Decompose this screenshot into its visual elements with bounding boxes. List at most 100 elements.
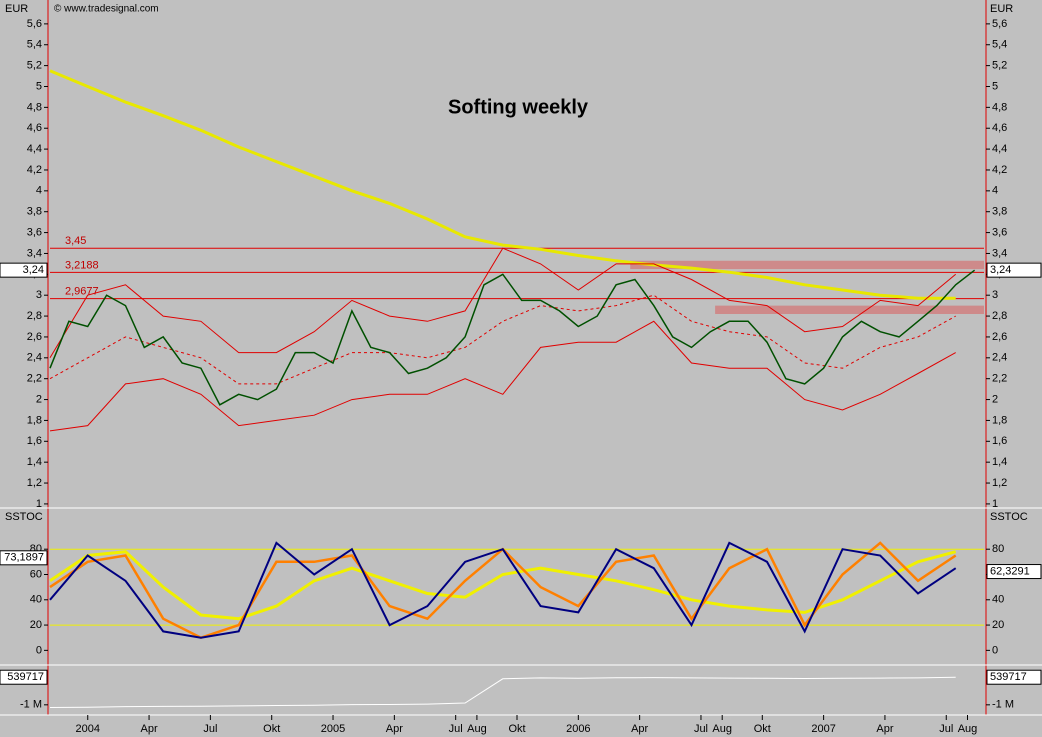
- y-tick-label: 5,2: [27, 60, 42, 72]
- y-tick-label: 2,6: [27, 331, 42, 343]
- x-tick-label: Jul: [939, 723, 953, 735]
- y-tick-label: 3,6: [27, 226, 42, 238]
- series-line: [49, 247, 957, 359]
- zone: [630, 260, 984, 270]
- y-tick-label: 2,2: [27, 373, 42, 385]
- value-marker-label: 62,3291: [990, 565, 1030, 577]
- y-tick-label: -1 M: [20, 699, 42, 711]
- x-tick-label: Jul: [449, 723, 463, 735]
- y-tick-label: 1: [992, 498, 998, 510]
- panel-title: SSTOC: [5, 511, 43, 523]
- y-tick-label: 3: [36, 289, 42, 301]
- chart-title: Softing weekly: [448, 96, 589, 118]
- y-tick-label: 1,8: [992, 414, 1007, 426]
- y-tick-label: 3,8: [992, 206, 1007, 218]
- y-tick-label: 3,6: [992, 226, 1007, 238]
- value-marker-label: 3,24: [990, 264, 1011, 276]
- zone: [715, 305, 984, 314]
- y-tick-label: 2,8: [992, 310, 1007, 322]
- y-tick-label: 1,6: [27, 435, 42, 447]
- y-tick-label: 4,4: [27, 143, 42, 155]
- y-tick-label: 2,6: [992, 331, 1007, 343]
- unit-label: EUR: [5, 3, 28, 15]
- y-tick-label: 3,4: [992, 247, 1007, 259]
- value-marker-box: [0, 669, 48, 685]
- series-line: [49, 541, 957, 639]
- y-tick-label: 4,2: [27, 164, 42, 176]
- series-line: [49, 294, 956, 385]
- x-tick-label: Apr: [386, 723, 403, 735]
- y-tick-label: 4: [36, 185, 42, 197]
- y-tick-label: 4,6: [992, 122, 1007, 134]
- value-marker-label: 539717: [990, 671, 1027, 683]
- y-tick-label: 2: [36, 393, 42, 405]
- x-tick-label: 2005: [321, 723, 345, 735]
- series-line: [49, 269, 976, 406]
- y-tick-label: 2,8: [27, 310, 42, 322]
- y-tick-label: 5: [992, 80, 998, 92]
- value-marker-label: 3,24: [23, 264, 44, 276]
- y-tick-label: 3,4: [27, 247, 42, 259]
- y-tick-label: 1,2: [992, 477, 1007, 489]
- level-label: 2,9677: [65, 285, 99, 297]
- value-marker-label: 539717: [7, 671, 44, 683]
- value-marker-box: [986, 564, 1042, 580]
- series-line: [49, 676, 956, 708]
- y-tick-label: 0: [992, 644, 998, 656]
- x-tick-label: Aug: [467, 723, 487, 735]
- series-line: [49, 550, 957, 621]
- x-tick-label: 2006: [566, 723, 590, 735]
- series-line: [49, 320, 956, 432]
- y-tick-label: 2,4: [992, 352, 1007, 364]
- y-tick-label: 0: [36, 644, 42, 656]
- x-tick-label: Jul: [203, 723, 217, 735]
- y-tick-label: 5,6: [992, 18, 1007, 30]
- y-tick-label: 4,6: [27, 122, 42, 134]
- y-tick-label: 1,4: [992, 456, 1007, 468]
- x-tick-label: Okt: [508, 723, 525, 735]
- value-marker-label: 73,1897: [4, 552, 44, 564]
- value-marker-box: [986, 262, 1042, 278]
- y-tick-label: 1,2: [27, 477, 42, 489]
- y-tick-label: 1,6: [992, 435, 1007, 447]
- y-tick-label: 5,6: [27, 18, 42, 30]
- y-tick-label: 2,4: [27, 352, 42, 364]
- y-tick-label: 4,4: [992, 143, 1007, 155]
- source: © www.tradesignal.com: [54, 4, 159, 15]
- y-tick-label: 2,2: [992, 373, 1007, 385]
- x-tick-label: Jul: [694, 723, 708, 735]
- x-tick-label: Okt: [754, 723, 771, 735]
- y-tick-label: 40: [992, 594, 1004, 606]
- y-tick-label: 4,2: [992, 164, 1007, 176]
- y-tick-label: 1,8: [27, 414, 42, 426]
- unit-label: EUR: [990, 3, 1013, 15]
- y-tick-label: 1,4: [27, 456, 42, 468]
- x-tick-label: Aug: [712, 723, 732, 735]
- y-tick-label: 80: [992, 543, 1004, 555]
- value-marker-box: [0, 550, 48, 566]
- level-label: 3,2188: [65, 259, 99, 271]
- y-tick-label: 5,4: [27, 39, 42, 51]
- x-tick-label: 2004: [75, 723, 99, 735]
- y-tick-label: 5: [36, 80, 42, 92]
- y-tick-label: 4,8: [992, 101, 1007, 113]
- series-line: [49, 69, 956, 300]
- panel-title: SSTOC: [990, 511, 1028, 523]
- value-marker-box: [986, 669, 1042, 685]
- y-tick-label: 40: [30, 594, 42, 606]
- y-tick-label: 3,8: [27, 206, 42, 218]
- y-tick-label: -1 M: [992, 699, 1014, 711]
- x-tick-label: Okt: [263, 723, 280, 735]
- level-label: 3,45: [65, 235, 86, 247]
- y-tick-label: 4: [992, 185, 998, 197]
- x-tick-label: 2007: [811, 723, 835, 735]
- y-tick-label: 20: [992, 619, 1004, 631]
- y-tick-label: 1: [36, 498, 42, 510]
- y-tick-label: 20: [30, 619, 42, 631]
- y-tick-label: 2: [992, 393, 998, 405]
- x-tick-label: Apr: [876, 723, 893, 735]
- x-tick-label: Aug: [958, 723, 978, 735]
- y-tick-label: 5,4: [992, 39, 1007, 51]
